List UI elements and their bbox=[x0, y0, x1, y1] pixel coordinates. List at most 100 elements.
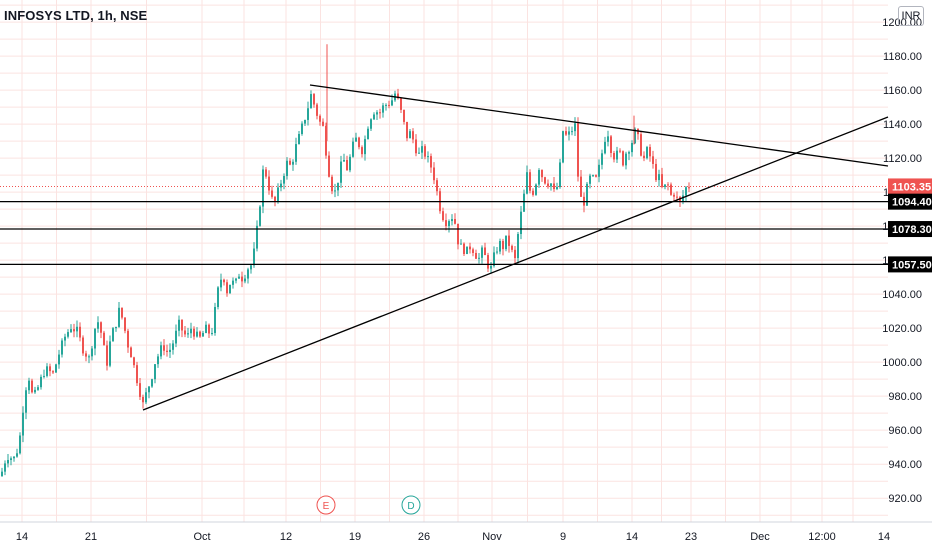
candle-body bbox=[385, 104, 387, 106]
candle-body bbox=[232, 280, 234, 285]
candle-body bbox=[250, 265, 252, 270]
candle-body bbox=[253, 248, 255, 266]
y-tick-label: 960.00 bbox=[888, 425, 922, 437]
candle-body bbox=[661, 174, 663, 187]
candle-body bbox=[478, 257, 480, 259]
candle-body bbox=[121, 307, 123, 318]
candle-body bbox=[550, 183, 552, 187]
candle-body bbox=[31, 380, 33, 393]
candle-body bbox=[55, 364, 57, 373]
candle-body bbox=[46, 366, 48, 376]
candle-body bbox=[490, 266, 492, 269]
candle-body bbox=[493, 252, 495, 267]
candle-body bbox=[136, 365, 138, 384]
candle-body bbox=[289, 160, 291, 165]
candle-body bbox=[112, 328, 114, 342]
candle-body bbox=[568, 131, 570, 135]
price-axis[interactable]: 920.00 940.00 960.00 980.00 1000.00 1020.00 10… bbox=[882, 17, 932, 505]
y-tick-label: 1020.00 bbox=[882, 323, 922, 335]
candle-body bbox=[400, 98, 402, 110]
candle-body bbox=[535, 184, 537, 195]
candle-body bbox=[94, 328, 96, 349]
candle-body bbox=[187, 333, 189, 335]
candle-body bbox=[442, 211, 444, 221]
candle-body bbox=[520, 211, 522, 235]
candle-body bbox=[328, 155, 330, 177]
event-marker-circle bbox=[316, 495, 336, 515]
candle-body bbox=[217, 287, 219, 308]
candle-body bbox=[454, 219, 456, 224]
currency-button[interactable]: INR bbox=[898, 6, 924, 26]
candle-body bbox=[319, 115, 321, 122]
candle-body bbox=[577, 123, 579, 177]
candle-body bbox=[610, 136, 612, 153]
candle-body bbox=[586, 183, 588, 206]
candle-body bbox=[40, 376, 42, 388]
candle-body bbox=[76, 326, 78, 332]
candle-body bbox=[28, 380, 30, 391]
x-tick-label: 14 bbox=[16, 531, 28, 543]
candle-body bbox=[316, 104, 318, 116]
candle-body bbox=[145, 392, 147, 403]
candle-body bbox=[313, 94, 315, 105]
candle-body bbox=[193, 328, 195, 337]
candle-body bbox=[220, 279, 222, 288]
candle-body bbox=[292, 161, 294, 165]
candle-body bbox=[25, 390, 27, 413]
level-price-label-bg bbox=[888, 221, 932, 238]
candle-body bbox=[643, 155, 645, 159]
candle-body bbox=[85, 353, 87, 357]
time-axis[interactable]: 14 21 Oct 12 19 26 Nov 9 14 23 Dec 12:00 14 bbox=[0, 521, 932, 543]
candle-body bbox=[163, 345, 165, 351]
x-tick-label: 12:00 bbox=[808, 531, 836, 543]
candle-body bbox=[238, 276, 240, 279]
candle-body bbox=[370, 119, 372, 129]
candle-body bbox=[67, 332, 69, 337]
candle-body bbox=[97, 322, 99, 329]
candle-body bbox=[334, 190, 336, 192]
y-tick-label: 940.00 bbox=[888, 459, 922, 471]
x-tick-label: 14 bbox=[878, 531, 890, 543]
candle-body bbox=[91, 348, 93, 357]
candle-body bbox=[457, 223, 459, 245]
candle-body bbox=[199, 331, 201, 337]
y-tick-label: 1200.00 bbox=[882, 17, 922, 29]
candle-body bbox=[430, 156, 432, 168]
y-tick-label: 980.00 bbox=[888, 391, 922, 403]
candle-body bbox=[481, 247, 483, 258]
x-tick-label: 26 bbox=[418, 531, 430, 543]
candle-body bbox=[628, 152, 630, 154]
candle-body bbox=[496, 251, 498, 253]
candle-body bbox=[364, 139, 366, 155]
candle-body bbox=[514, 249, 516, 259]
candle-body bbox=[262, 169, 264, 207]
candle-body bbox=[511, 245, 513, 250]
candle-body bbox=[115, 326, 117, 329]
chart-grid bbox=[0, 0, 888, 522]
candle-body bbox=[268, 176, 270, 191]
level-price-label: 1057.50 bbox=[892, 259, 932, 271]
candle-body bbox=[178, 319, 180, 331]
candle-body bbox=[664, 184, 666, 187]
horizontal-levels bbox=[0, 185, 888, 266]
candle-body bbox=[367, 128, 369, 140]
y-tick-label: 1140.00 bbox=[883, 119, 922, 131]
candle-body bbox=[460, 243, 462, 245]
candle-body bbox=[52, 371, 54, 373]
candle-body bbox=[7, 459, 9, 464]
candle-body bbox=[277, 187, 279, 202]
candle-body bbox=[604, 141, 606, 154]
candle-body bbox=[64, 336, 66, 341]
candle-body bbox=[301, 123, 303, 135]
candle-body bbox=[397, 93, 399, 99]
candle-body bbox=[130, 347, 132, 358]
candle-body bbox=[574, 123, 576, 132]
candle-body bbox=[202, 332, 204, 337]
candle-body bbox=[658, 174, 660, 181]
candle-body bbox=[673, 194, 675, 197]
candle-body bbox=[169, 349, 171, 352]
candle-body bbox=[331, 176, 333, 192]
candle-body bbox=[361, 147, 363, 155]
candle-body bbox=[655, 163, 657, 181]
